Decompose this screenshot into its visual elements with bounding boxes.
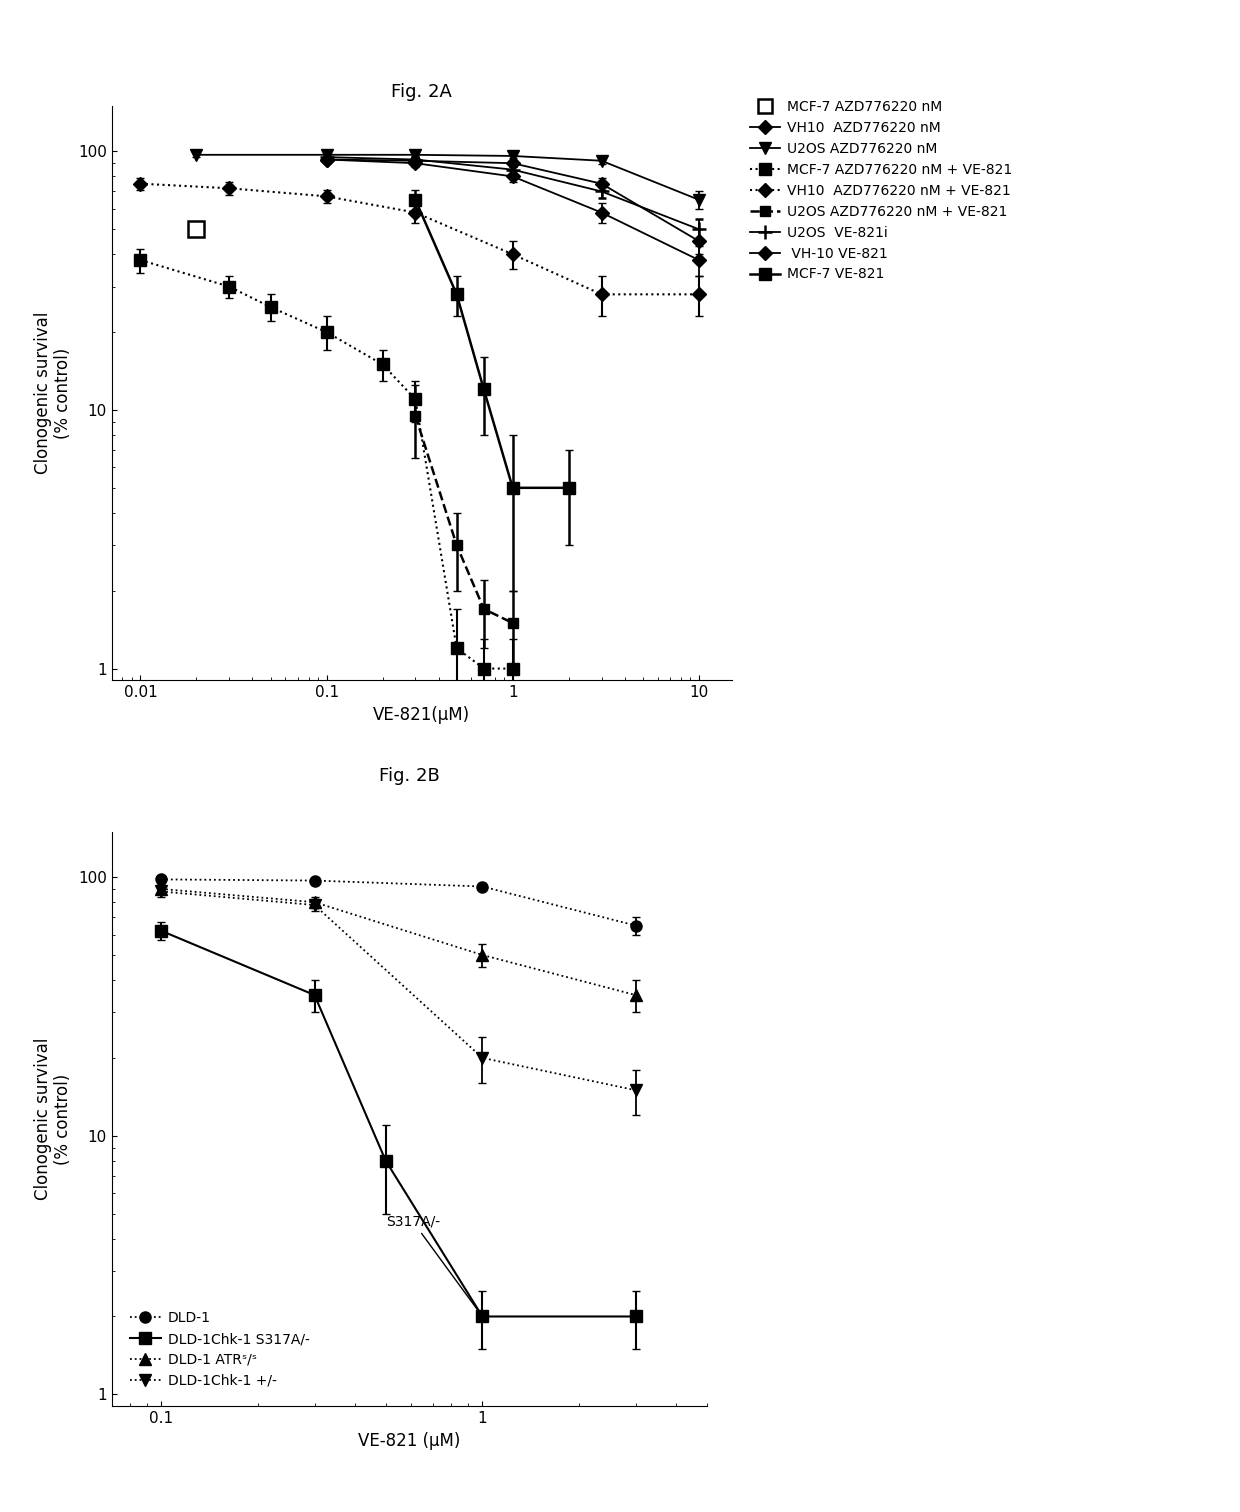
Legend: MCF-7 AZD776220 nM, VH10  AZD776220 nM, U2OS AZD776220 nM, MCF-7 AZD776220 nM + : MCF-7 AZD776220 nM, VH10 AZD776220 nM, U… (744, 94, 1018, 287)
Y-axis label: Clonogenic survival
(% control): Clonogenic survival (% control) (33, 311, 72, 475)
Text: Fig. 2A: Fig. 2A (391, 83, 453, 101)
Text: Fig. 2B: Fig. 2B (379, 767, 439, 785)
Y-axis label: Clonogenic survival
(% control): Clonogenic survival (% control) (33, 1037, 72, 1201)
Text: S317A/-: S317A/- (386, 1214, 481, 1314)
Legend: DLD-1, DLD-1Chk-1 S317A/-, DLD-1 ATRˢ/ˢ, DLD-1Chk-1 +/-: DLD-1, DLD-1Chk-1 S317A/-, DLD-1 ATRˢ/ˢ,… (124, 1305, 315, 1394)
X-axis label: VE-821 (μM): VE-821 (μM) (358, 1432, 460, 1450)
X-axis label: VE-821(μM): VE-821(μM) (373, 706, 470, 724)
